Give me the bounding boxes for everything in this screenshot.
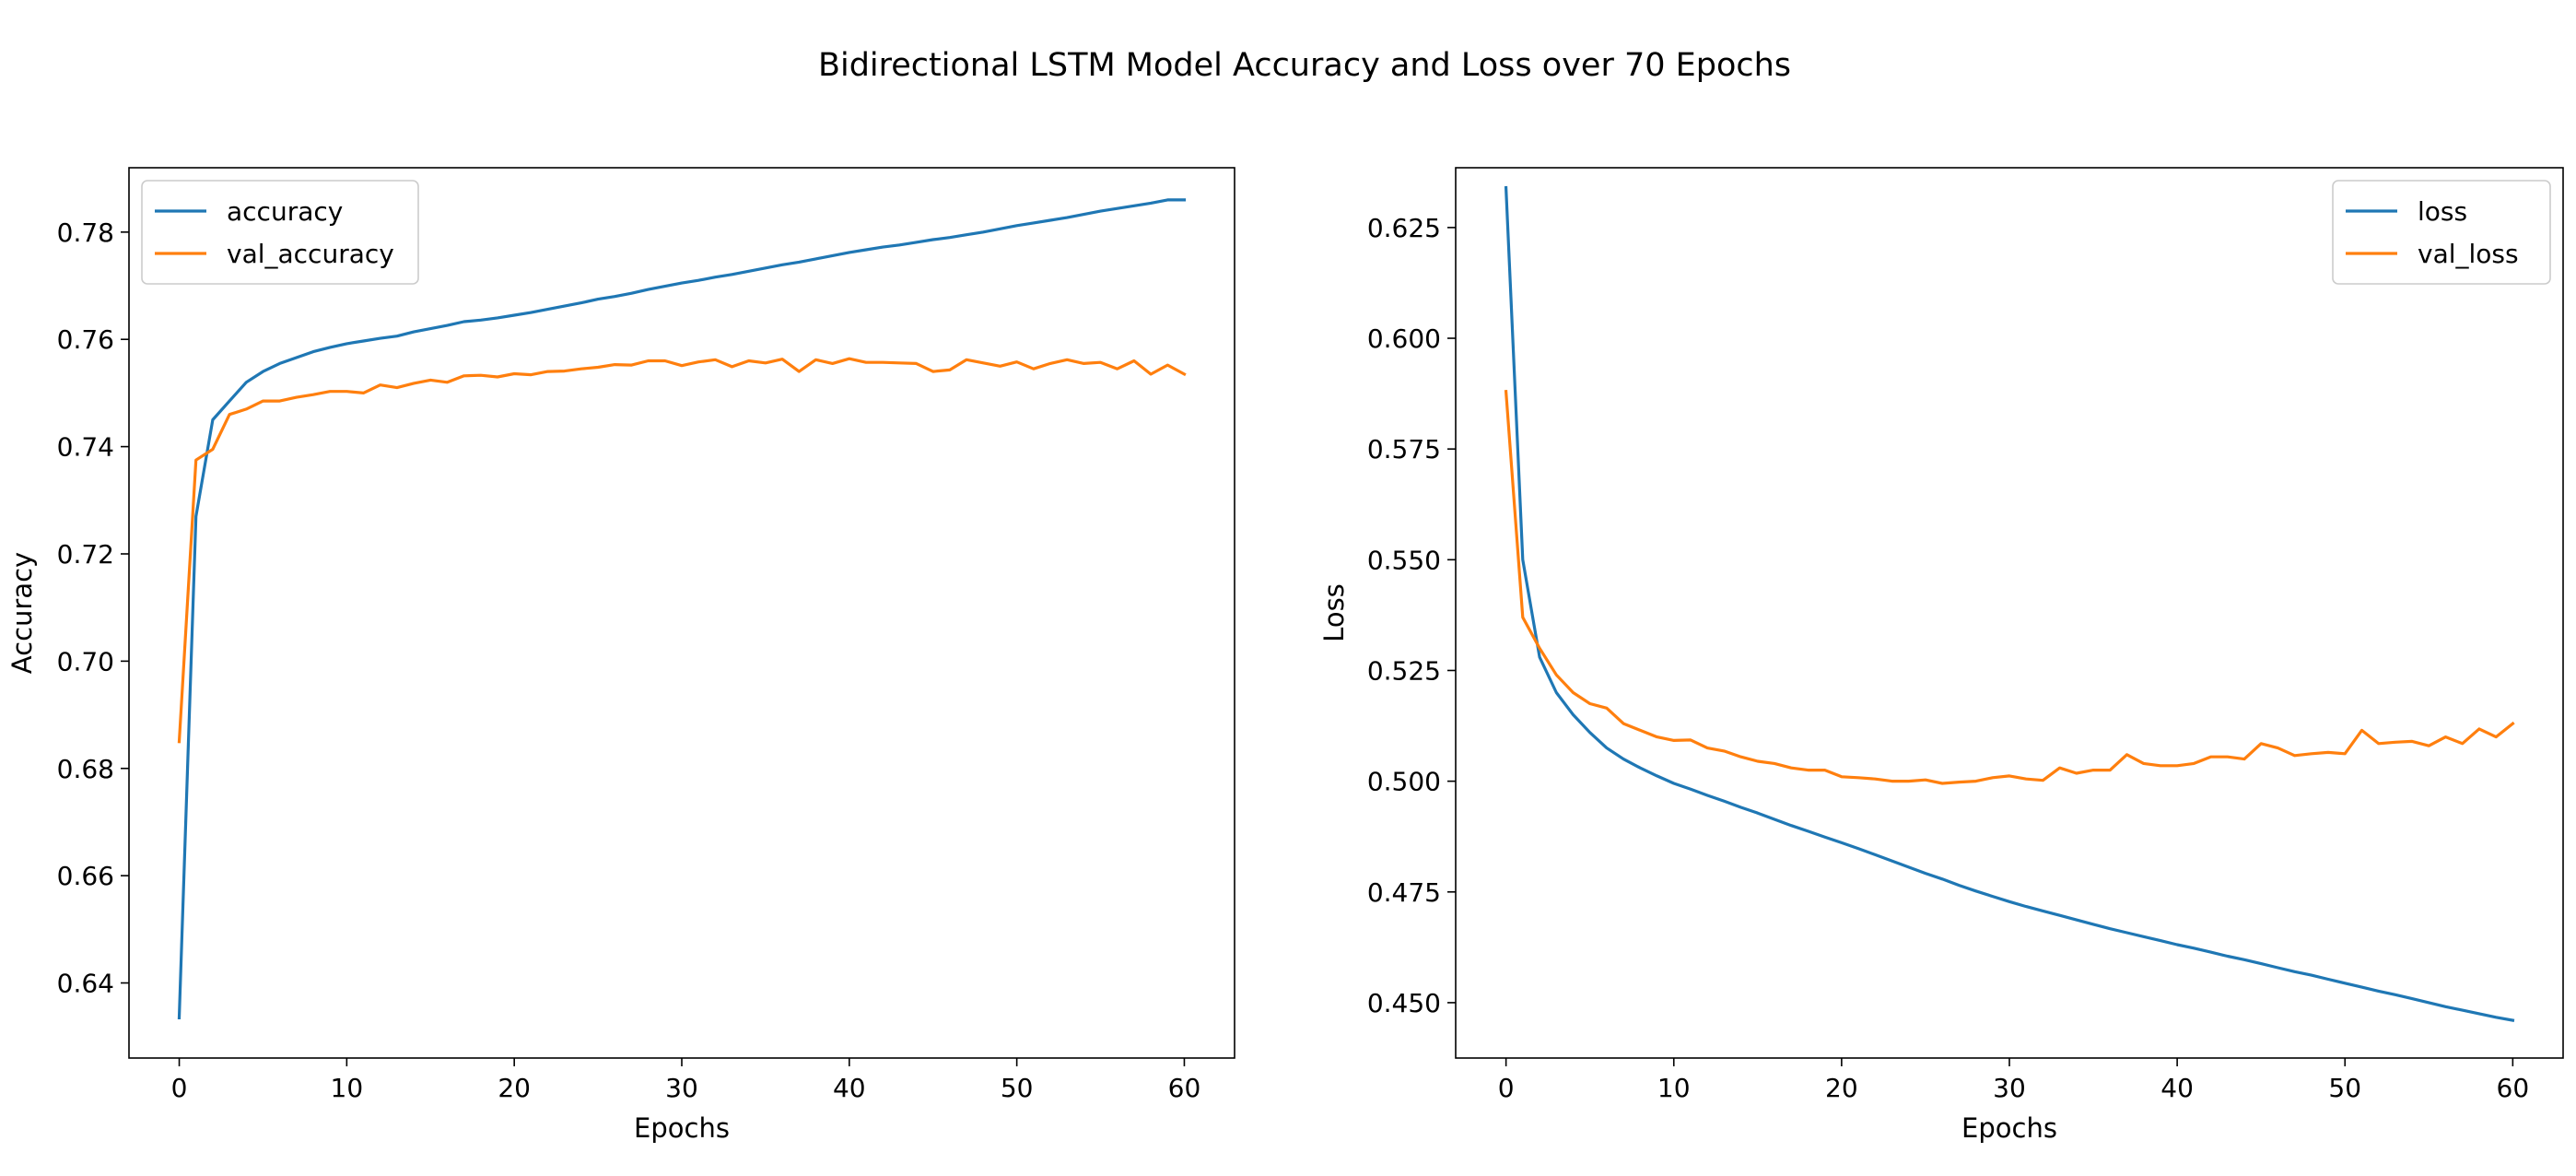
y-tick-label: 0.76 [57, 324, 114, 355]
y-tick-label: 0.600 [1367, 323, 1441, 354]
x-tick-label: 40 [2160, 1073, 2194, 1103]
x-tick-label: 40 [833, 1073, 866, 1103]
y-axis-label: Loss [1318, 583, 1350, 642]
x-tick-label: 0 [171, 1073, 188, 1103]
y-axis-label: Accuracy [6, 552, 38, 674]
legend-label: accuracy [227, 196, 343, 227]
figure-title: Bidirectional LSTM Model Accuracy and Lo… [818, 47, 1791, 84]
x-tick-label: 60 [1168, 1073, 1201, 1103]
x-tick-label: 0 [1498, 1073, 1515, 1103]
series-line-accuracy [177, 198, 1187, 1020]
accuracy-chart: Epochs Accuracy 0 10 20 30 40 50 60 0.64 0.66 0.6… [6, 167, 1235, 1144]
y-tick-label: 0.500 [1367, 767, 1441, 797]
x-tick-label: 20 [1825, 1073, 1858, 1103]
legend-label: val_loss [2418, 239, 2519, 269]
y-tick-label: 0.74 [57, 432, 114, 463]
legend: accuracy val_accuracy [141, 180, 419, 285]
legend-label: loss [2418, 196, 2467, 227]
y-tick-label: 0.78 [57, 218, 114, 248]
x-tick-label: 30 [665, 1073, 698, 1103]
x-tick-label: 50 [2328, 1073, 2361, 1103]
y-tick-label: 0.575 [1367, 434, 1441, 465]
x-tick-label: 60 [2497, 1073, 2530, 1103]
y-tick-label: 0.70 [57, 646, 114, 676]
x-axis-label: Epochs [634, 1112, 730, 1144]
x-tick-label: 50 [1001, 1073, 1034, 1103]
y-tick-label: 0.525 [1367, 655, 1441, 686]
y-tick-label: 0.475 [1367, 877, 1441, 908]
legend-box [141, 180, 419, 285]
y-tick-label: 0.68 [57, 754, 114, 784]
y-tick-label: 0.450 [1367, 988, 1441, 1018]
x-tick-label: 10 [1657, 1073, 1691, 1103]
legend: loss val_loss [2332, 180, 2551, 285]
x-tick-label: 30 [1993, 1073, 2026, 1103]
x-tick-label: 10 [331, 1073, 364, 1103]
y-tick-label: 0.72 [57, 539, 114, 570]
legend-label: val_accuracy [227, 239, 394, 269]
y-tick-label: 0.625 [1367, 213, 1441, 243]
series-line-val-accuracy [177, 357, 1187, 744]
series-line-loss [1504, 185, 2515, 1022]
legend-box [2332, 180, 2551, 285]
y-tick-label: 0.66 [57, 861, 114, 891]
loss-chart: Epochs Loss 0 10 20 30 40 50 60 0.450 0.475 0.500… [1318, 167, 2564, 1144]
y-tick-label: 0.550 [1367, 545, 1441, 575]
x-tick-label: 20 [498, 1073, 531, 1103]
y-tick-label: 0.64 [57, 969, 114, 999]
x-axis-label: Epochs [1961, 1112, 2057, 1144]
series-line-val-loss [1504, 389, 2515, 785]
